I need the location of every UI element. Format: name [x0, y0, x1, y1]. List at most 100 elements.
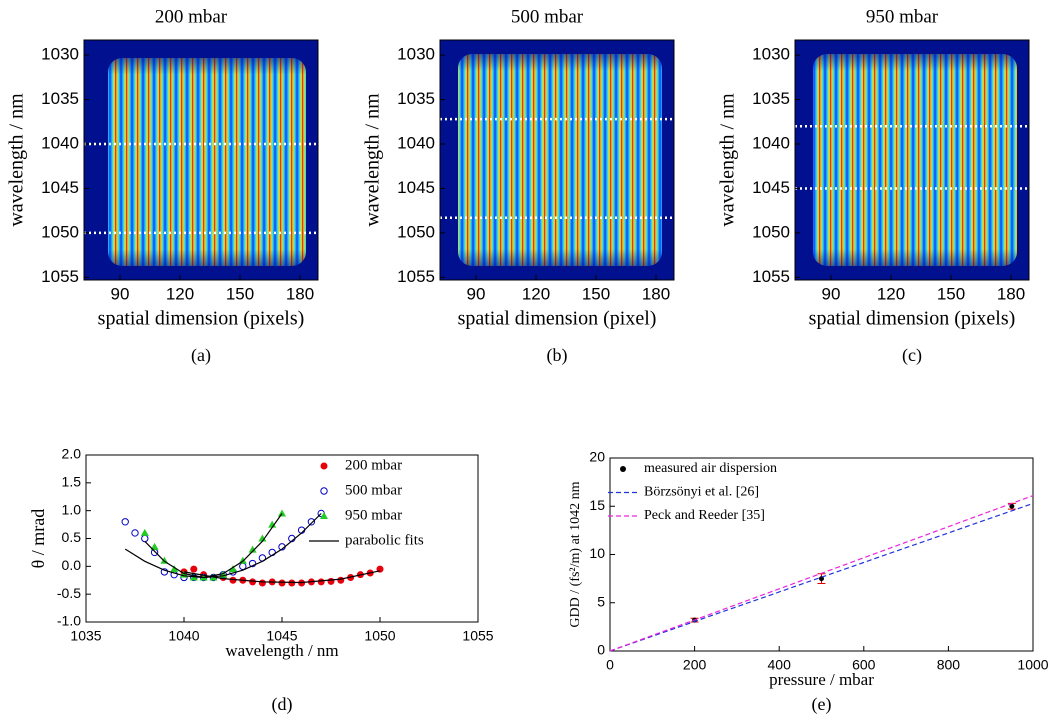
- plot-frame: [83, 39, 319, 281]
- x-axis-label: spatial dimension (pixels): [98, 308, 305, 330]
- y-tick-label: 2.0: [62, 446, 82, 462]
- point: [278, 509, 286, 517]
- x-tick-label: 90: [111, 284, 130, 303]
- point: [160, 568, 169, 576]
- point: [121, 518, 129, 526]
- x-tick-label: 600: [852, 657, 876, 673]
- panel-caption: (d): [272, 694, 293, 715]
- legend-swatch: [320, 512, 328, 519]
- plot-frame: [794, 39, 1030, 281]
- point: [337, 576, 345, 584]
- point: [288, 579, 296, 587]
- series-line: [609, 495, 1034, 652]
- point: [141, 534, 149, 543]
- x-axis-label: spatial dimension (pixel): [458, 308, 657, 330]
- y-tick-label: 1035: [752, 89, 790, 108]
- point: [307, 518, 316, 526]
- y-tick-label: 1.5: [62, 474, 82, 490]
- y-tick-label: 0.0: [62, 557, 82, 573]
- legend-swatch: [620, 466, 626, 472]
- y-tick-label: 1030: [752, 45, 790, 64]
- x-tick-label: 150: [937, 284, 965, 303]
- legend-label: 950 mbar: [345, 507, 402, 523]
- point: [190, 565, 198, 573]
- x-tick-label: 1045: [266, 628, 297, 644]
- panel-title: 200 mbar: [155, 6, 228, 27]
- y-axis-label: wavelength / nm: [362, 93, 384, 227]
- x-tick-label: 120: [166, 284, 194, 303]
- x-tick-label: 400: [768, 657, 792, 673]
- y-tick-label: 1.0: [62, 501, 82, 517]
- x-axis-label: pressure / mbar: [769, 670, 874, 689]
- x-tick-label: 1055: [462, 628, 493, 644]
- y-tick-label: 1050: [397, 222, 435, 241]
- panel-title: 950 mbar: [866, 6, 939, 27]
- point: [131, 529, 139, 537]
- y-tick-label: 1040: [752, 133, 790, 152]
- y-tick-label: 15: [589, 497, 605, 513]
- y-axis-label: GDD / (fs²/m) at 1042 nm: [568, 481, 583, 627]
- y-tick-label: 0: [597, 642, 605, 658]
- x-tick-label: 120: [522, 284, 550, 303]
- y-tick-label: 1055: [752, 267, 790, 286]
- point: [278, 579, 286, 587]
- x-tick-label: 1040: [168, 628, 199, 644]
- point: [248, 545, 257, 553]
- point: [258, 534, 267, 542]
- y-tick-label: -1.0: [57, 613, 81, 629]
- y-tick-label: 1055: [397, 267, 435, 286]
- x-tick-label: 1000: [1017, 657, 1048, 673]
- point: [229, 565, 237, 573]
- legend-label: parabolic fits: [345, 532, 424, 548]
- x-tick-label: 120: [877, 284, 905, 303]
- legend-label: 500 mbar: [345, 482, 402, 498]
- point: [248, 559, 257, 568]
- x-tick-label: 180: [286, 284, 314, 303]
- panel-title: 500 mbar: [511, 6, 584, 27]
- panel-caption: (a): [191, 345, 211, 366]
- y-tick-label: 10: [589, 545, 605, 561]
- x-tick-label: 180: [642, 284, 670, 303]
- y-tick-label: 20: [589, 449, 605, 465]
- y-tick-label: 1055: [41, 267, 79, 286]
- y-tick-label: 1030: [397, 45, 435, 64]
- x-tick-label: 200: [683, 657, 707, 673]
- y-axis-label: wavelength / nm: [717, 93, 739, 227]
- x-tick-label: 1050: [364, 628, 395, 644]
- fringe-fade: [458, 54, 662, 266]
- legend-swatch: [320, 487, 328, 495]
- x-axis-label: wavelength / nm: [225, 641, 338, 660]
- x-axis-label: spatial dimension (pixels): [809, 308, 1016, 330]
- y-tick-label: 1045: [41, 178, 79, 197]
- series-line: [124, 513, 381, 584]
- y-tick-label: 1050: [41, 222, 79, 241]
- point: [229, 576, 237, 584]
- series-line: [609, 502, 1034, 652]
- y-tick-label: 1045: [752, 178, 790, 197]
- fringe-fade: [108, 58, 306, 266]
- y-tick-label: 1040: [41, 133, 79, 152]
- y-axis-label: θ / mrad: [28, 509, 48, 569]
- x-tick-label: 180: [997, 284, 1025, 303]
- y-tick-label: 0.5: [62, 529, 82, 545]
- x-tick-label: 1035: [70, 628, 101, 644]
- plot-frame: [439, 39, 675, 281]
- y-tick-label: 1050: [752, 222, 790, 241]
- point: [150, 548, 159, 557]
- point: [249, 578, 257, 586]
- y-axis-label: wavelength / nm: [6, 93, 28, 227]
- panel-caption: (e): [812, 694, 832, 715]
- point: [327, 577, 335, 585]
- legend-label: Börzsönyi et al. [26]: [644, 485, 759, 500]
- x-tick-label: 0: [606, 657, 614, 673]
- x-tick-label: 150: [226, 284, 254, 303]
- fringe-fade: [813, 54, 1017, 266]
- point: [258, 579, 266, 587]
- y-tick-label: 1030: [41, 45, 79, 64]
- legend-swatch: [320, 462, 328, 470]
- point: [1009, 503, 1015, 509]
- y-tick-label: 1035: [41, 89, 79, 108]
- y-tick-label: -0.5: [57, 585, 81, 601]
- x-tick-label: 800: [937, 657, 961, 673]
